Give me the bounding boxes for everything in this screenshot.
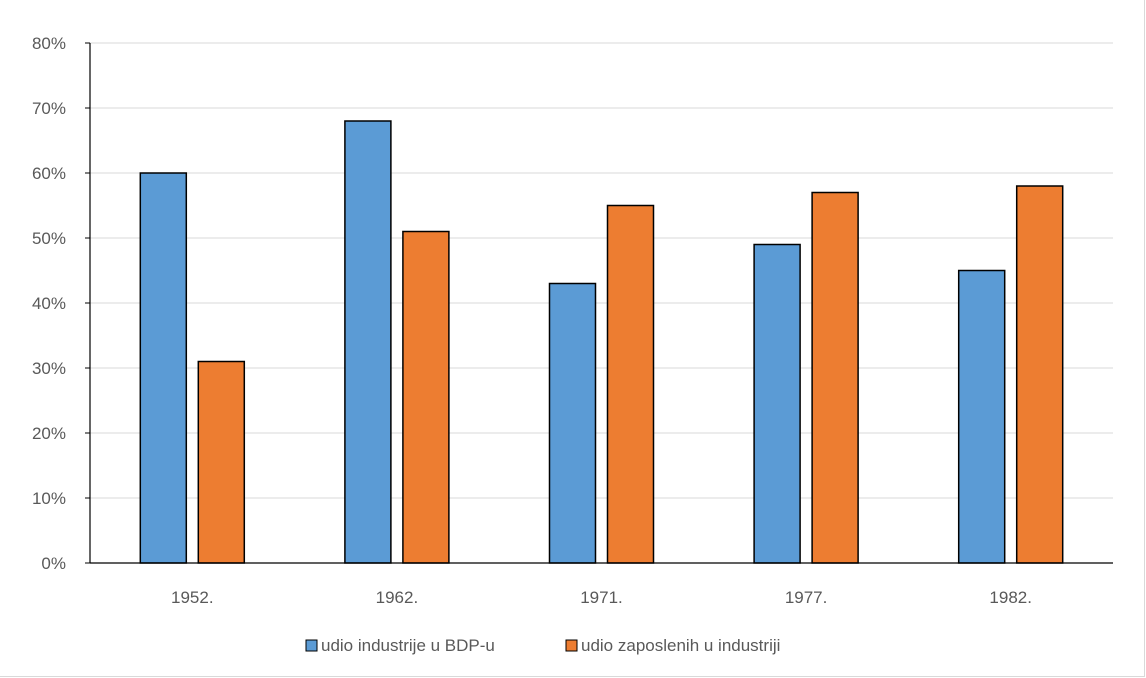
y-tick-label: 60%: [32, 164, 66, 183]
bar-series-2-1982: [1015, 185, 1064, 564]
legend-swatch-series-1: [305, 639, 318, 652]
x-tick-label: 1982.: [989, 588, 1032, 607]
y-tick-label: 80%: [32, 34, 66, 53]
bar-series-2-1962: [402, 230, 450, 564]
y-tick-labels: 0% 10% 20% 30% 40% 50% 60% 70% 80%: [32, 34, 66, 573]
bars: [139, 120, 1064, 564]
x-tick-label: 1952.: [171, 588, 214, 607]
x-tick-label: 1971.: [580, 588, 623, 607]
y-tick-label: 10%: [32, 489, 66, 508]
legend-label-series-2: udio zaposlenih u industriji: [581, 636, 780, 655]
x-tick-label: 1962.: [376, 588, 419, 607]
y-tick-label: 70%: [32, 99, 66, 118]
bar-series-1-1962: [344, 120, 392, 564]
legend-label-series-1: udio industrije u BDP-u: [321, 636, 495, 655]
y-tick-label: 40%: [32, 294, 66, 313]
bar-series-2-1952: [197, 360, 246, 564]
legend-swatch-series-2: [565, 639, 578, 652]
bar-series-1-1977: [753, 243, 801, 564]
y-tick-label: 20%: [32, 424, 66, 443]
legend: udio industrije u BDP-u udio zaposlenih u…: [305, 636, 780, 655]
bar-series-1-1982: [957, 269, 1006, 564]
bar-series-2-1977: [811, 191, 859, 564]
bar-series-1-1952: [139, 172, 188, 564]
x-tick-label: 1977.: [785, 588, 828, 607]
y-tick-label: 50%: [32, 229, 66, 248]
bar-series-1-1971: [548, 282, 597, 564]
y-tick-label: 30%: [32, 359, 66, 378]
y-tick-label: 0%: [41, 554, 66, 573]
x-tick-labels: 1952. 1962. 1971. 1977. 1982.: [171, 588, 1032, 607]
axes: [85, 42, 1113, 564]
gridlines: [90, 42, 1113, 499]
bar-series-2-1971: [606, 204, 655, 564]
